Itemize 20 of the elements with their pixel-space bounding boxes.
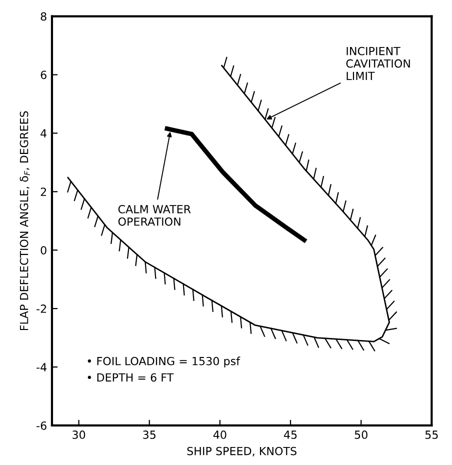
x-tick-label: 30 (72, 430, 86, 439)
annotation: INCIPIENT CAVITATION LIMIT (346, 46, 410, 80)
y-tick-label: 0 (40, 246, 46, 254)
y-tick-label: 2 (40, 188, 46, 196)
x-tick-label: 55 (425, 430, 438, 439)
x-tick-label: 35 (143, 430, 156, 439)
y-tick-label: -2 (36, 304, 46, 313)
x-axis-title: SHIP SPEED, KNOTS (187, 446, 296, 456)
y-tick-label: 8 (40, 12, 46, 21)
annotation: • FOIL LOADING = 1530 psf (88, 356, 240, 368)
y-axis-title: FLAP DEFLECTION ANGLE, δ$_{F}$, DEGREES (20, 111, 30, 330)
x-tick-label: 50 (354, 430, 368, 439)
x-tick-label: 45 (284, 430, 297, 439)
y-tick-label: -4 (36, 363, 46, 372)
y-tick-label: -6 (36, 421, 46, 430)
y-tick-label: 6 (40, 70, 46, 80)
x-tick-label: 40 (213, 430, 226, 439)
annotation: • DEPTH = 6 FT (88, 373, 174, 382)
y-tick-label: 4 (40, 129, 46, 138)
annotation: CALM WATER OPERATION (118, 204, 191, 226)
